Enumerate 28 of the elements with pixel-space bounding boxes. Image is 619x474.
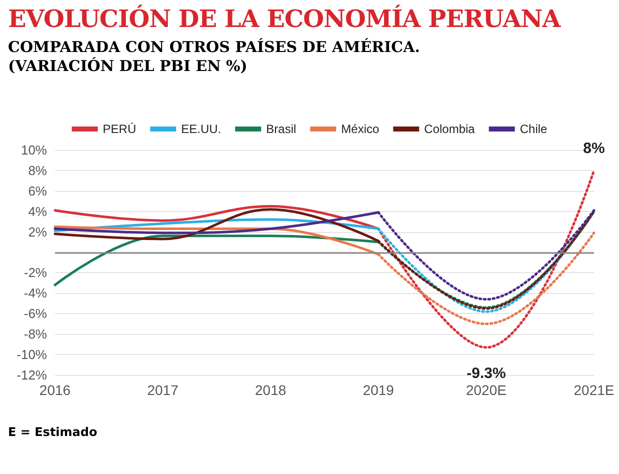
legend-label: PERÚ: [102, 122, 136, 136]
x-tick-label: 2018: [255, 382, 286, 398]
y-tick-label: -12%: [16, 368, 48, 382]
y-tick-label: 8%: [28, 162, 48, 178]
y-tick-label: 4%: [28, 204, 48, 219]
legend-label: Chile: [520, 122, 548, 136]
text: E = Estimado: [8, 425, 98, 439]
x-tick-label: 2016: [39, 382, 71, 398]
data-label: -9.3%: [466, 364, 506, 382]
legend-label: Brasil: [266, 122, 296, 136]
chart-subtitle: COMPARADA CON OTROS PAÍSES DE AMÉRICA. (VARIACIÓN DEL PBI EN %): [8, 38, 420, 76]
y-tick-label: -6%: [24, 306, 48, 322]
chart-title: EVOLUCIÓN DE LA ECONOMÍA PERUANA: [8, 4, 560, 33]
y-tick-label: 6%: [28, 183, 48, 198]
data-label: 8%: [583, 140, 605, 157]
y-tick-label: -10%: [16, 347, 48, 362]
x-tick-label: 2021E: [574, 382, 614, 398]
legend-label: EE.UU.: [181, 122, 222, 136]
x-tick-label: 2019: [362, 382, 394, 398]
x-tick-label: 2020E: [466, 382, 506, 398]
y-tick-label: -8%: [24, 326, 48, 342]
y-tick-label: 2%: [28, 224, 48, 240]
y-tick-label: -4%: [24, 286, 48, 301]
legend-label: Colombia: [424, 122, 476, 136]
legend-label: México: [341, 122, 380, 136]
y-tick-label: -2%: [24, 265, 48, 280]
x-tick-label: 2017: [147, 382, 179, 398]
y-tick-label: 10%: [20, 142, 48, 158]
